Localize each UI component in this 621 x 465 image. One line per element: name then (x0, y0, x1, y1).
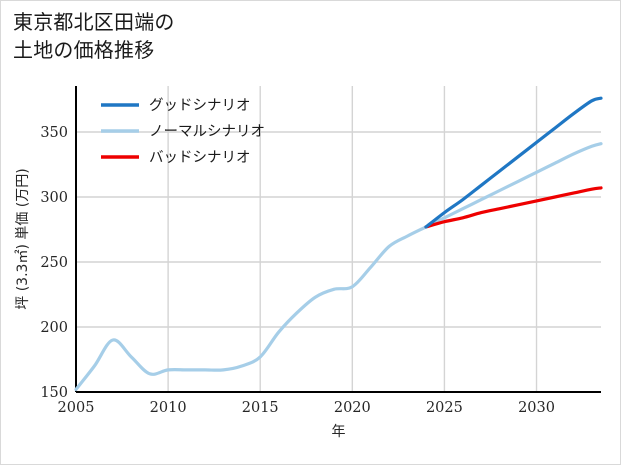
chart-title-line-2: 土地の価格推移 (13, 37, 155, 62)
x-tick-label: 2010 (150, 400, 187, 416)
x-tick-label: 2020 (334, 400, 371, 416)
series-line (424, 186, 603, 229)
y-axis-ticks-group: 150 200 250 300 350 (40, 125, 68, 401)
x-tick-label: 2005 (58, 400, 95, 416)
x-axis-ticks-group: 2005 2010 2015 2020 2025 2030 (58, 400, 555, 416)
y-tick-label: 350 (40, 125, 68, 141)
x-tick-label: 2025 (426, 400, 463, 416)
x-tick-label: 2030 (518, 400, 555, 416)
y-tick-label: 200 (40, 320, 68, 336)
data-series-group (74, 96, 603, 391)
chart-title-line-1: 東京都北区田端の (13, 10, 175, 34)
y-tick-label: 300 (40, 190, 68, 206)
legend-label: ノーマルシナリオ (149, 124, 265, 140)
x-axis-label: 年 (332, 424, 346, 440)
x-tick-label: 2015 (242, 400, 279, 416)
y-tick-label: 250 (40, 255, 68, 271)
legend-label: バッドシナリオ (149, 150, 251, 166)
axis-spines-group (75, 86, 601, 393)
series-line (424, 96, 603, 229)
legend-label: グッドシナリオ (149, 97, 251, 114)
y-tick-label: 150 (40, 385, 68, 401)
y-axis-label: 坪 (3.3㎡) 単価 (万円) (15, 168, 31, 309)
chart-title: 東京都北区田端の 土地の価格推移 (13, 9, 175, 64)
series-line (74, 142, 603, 391)
